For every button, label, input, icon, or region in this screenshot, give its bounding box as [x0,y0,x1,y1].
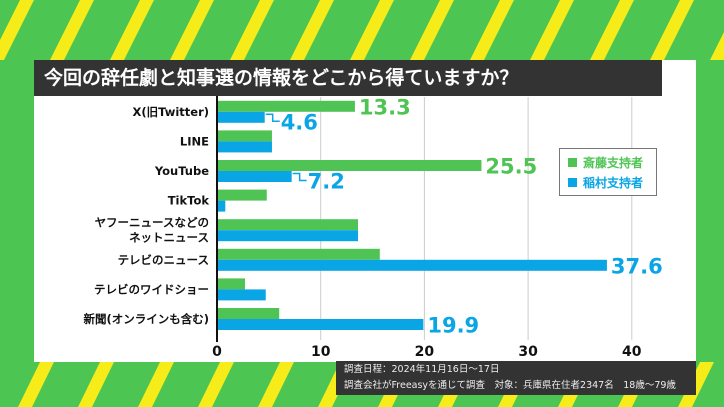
stripe [0,0,34,60]
bar [217,308,280,319]
stripe [650,0,694,60]
category-label: ヤフーニュースなどの [95,216,209,230]
category-label: LINE [180,134,209,148]
stripe [18,362,54,407]
category-label: 新聞(オンラインも含む) [83,312,209,326]
stripe [530,0,574,60]
data-label: 7.2 [308,170,345,194]
bar [217,189,267,201]
bar [217,111,265,123]
survey-date: 調査日程：2024年11月16日～17日 [344,364,500,375]
stripe [110,0,154,60]
x-tick-label: 30 [518,344,538,360]
category-label: X(旧Twitter) [133,105,210,119]
stripe [350,0,394,60]
bar [217,160,482,171]
data-label: 25.5 [485,155,537,179]
leader-line [292,172,307,182]
stripe [198,362,234,407]
bar [217,278,245,290]
stripe [470,0,514,60]
stripe [230,0,274,60]
legend-item-saito: 斎藤支持者 [568,153,648,173]
survey-target: 調査会社がFreeasyを通じて調査 対象：兵庫県在住者2347名 18歳～79… [344,380,676,391]
bar [217,200,226,212]
stripe [50,0,94,60]
stripe [258,362,294,407]
bar [217,248,380,260]
x-tick-label: 40 [622,344,642,360]
survey-note: 調査日程：2024年11月16日～17日 調査会社がFreeasyを通じて調査 … [336,361,696,395]
bar [217,141,272,153]
bar [217,289,266,301]
bar [217,219,359,231]
legend-label: 斎藤支持者 [583,156,644,170]
legend-swatch [568,158,577,167]
chart-panel [34,60,696,362]
bar [217,259,607,271]
x-tick-label: 0 [212,344,222,360]
stripe [290,0,334,60]
data-label: 37.6 [611,254,663,278]
stripe [410,0,454,60]
category-label: テレビのニュース [118,253,209,267]
category-label: テレビのワイドショー [94,282,209,296]
leader-line [265,113,280,123]
category-label: ネットニュース [129,231,209,245]
bar [217,230,359,242]
category-label: YouTube [154,164,209,178]
stripe [78,362,114,407]
chart-title: 今回の辞任劇と知事選の情報をどこから得ていますか？ [34,60,662,96]
x-tick-label: 20 [415,344,435,360]
bar [217,100,355,112]
bar [217,319,424,330]
legend: 斎藤支持者 稲村支持者 [559,148,657,196]
x-tick-label: 10 [311,344,331,360]
bar [217,130,272,142]
legend-label: 稲村支持者 [583,176,644,190]
legend-swatch [568,178,577,187]
stripe [138,362,174,407]
stripe [710,32,724,60]
category-label: TikTok [168,194,210,208]
data-label: 4.6 [281,110,318,134]
legend-item-inamura: 稲村支持者 [568,173,648,193]
data-label: 13.3 [359,95,411,119]
stripe [678,362,714,407]
data-label: 19.9 [427,314,479,338]
stripe [170,0,214,60]
bar [217,171,292,182]
stripe [590,0,634,60]
